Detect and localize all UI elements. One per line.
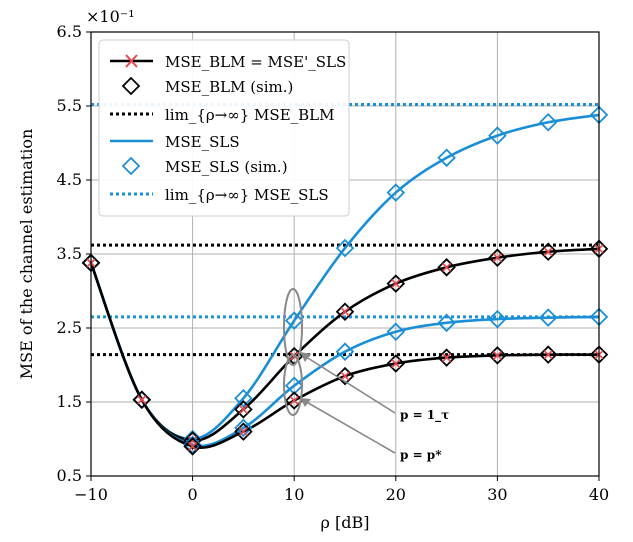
marker-blm-theory: [543, 247, 553, 257]
legend-label-sls-theory: MSE_SLS: [165, 133, 240, 151]
marker-blm-theory: [442, 353, 452, 363]
y-scale-label: ×10⁻¹: [86, 7, 135, 26]
annotation-label-bg-bottom: [398, 444, 464, 464]
marker-sls-sim: [386, 183, 406, 202]
y-axis-label: MSE of the channel estimation: [17, 129, 36, 380]
y-tick-label: 5.5: [57, 96, 82, 115]
marker-sls-sim: [538, 113, 558, 132]
marker-sls-sim: [437, 313, 456, 333]
y-tick-label: 6.5: [57, 22, 82, 41]
marker-blm-theory: [492, 253, 502, 263]
x-tick-label: 10: [284, 485, 304, 504]
marker-sls-sim: [234, 418, 253, 438]
annotation-ellipse-bottom: [283, 354, 303, 416]
legend-entry-sls-sim: MSE_SLS (sim.): [121, 156, 288, 176]
marker-blm-sim: [437, 258, 456, 277]
legend-entry-blm-theory: MSE_BLM = MSE'_SLS: [110, 53, 346, 71]
marker-blm-sim: [183, 431, 202, 450]
marker-blm-sim: [488, 248, 507, 267]
legend-cross-red: [125, 54, 138, 68]
annotation-arrow-bottom: [302, 399, 396, 454]
marker-blm-theory: [543, 350, 553, 360]
legend-diamond-blue: [121, 156, 141, 176]
y-tick-label: 1.5: [57, 392, 82, 411]
marker-blm-sim: [386, 274, 406, 293]
marker-blm-sim: [538, 345, 558, 364]
x-tick-label: 40: [589, 485, 609, 504]
x-tick-label: 30: [487, 485, 507, 504]
y-tick-label: 3.5: [57, 244, 82, 263]
marker-blm-sim: [234, 422, 253, 441]
marker-blm-sim: [538, 242, 558, 262]
y-tick-label: 0.5: [57, 466, 82, 485]
annotation-arrow-top: [302, 354, 396, 414]
marker-sls-sim: [335, 342, 355, 361]
x-tick-label: 0: [188, 485, 198, 504]
legend-label-sls-sim: MSE_SLS (sim.): [165, 158, 288, 176]
marker-blm-sim: [234, 400, 253, 419]
marker-blm-theory: [137, 395, 147, 405]
legend-label-blm-theory: MSE_BLM = MSE'_SLS: [165, 53, 346, 71]
legend-entry-blm-limit: lim_{ρ→∞} MSE_BLM: [110, 106, 334, 124]
annotation-label-bottom: p = p*: [400, 448, 442, 462]
legend-label-blm-limit: lim_{ρ→∞} MSE_BLM: [165, 106, 334, 124]
annotation-label-bg-top: [398, 404, 460, 424]
legend-entry-blm-sim: MSE_BLM (sim.): [121, 76, 293, 96]
x-tick-label: 20: [386, 485, 406, 504]
marker-blm-theory: [340, 307, 350, 317]
marker-blm-sim: [132, 390, 152, 410]
legend-diamond-black: [121, 76, 141, 96]
marker-blm-theory: [442, 262, 452, 272]
marker-blm-sim: [437, 348, 456, 367]
y-axis-ticks: 0.5 1.5 2.5 3.5 4.5 5.5 6.5: [57, 22, 91, 485]
marker-blm-sim: [183, 437, 202, 456]
arrowhead-top: [300, 352, 311, 362]
y-tick-label: 4.5: [57, 170, 82, 189]
x-tick-label: −10: [74, 485, 108, 504]
marker-blm-theory: [188, 441, 198, 451]
marker-sls-sim: [284, 311, 304, 330]
marker-sls-sim: [234, 389, 253, 408]
annotation-label-top: p = 1_τ: [400, 408, 449, 423]
marker-blm-sim: [386, 354, 406, 373]
legend-entry-sls-theory: MSE_SLS: [110, 133, 240, 151]
x-axis-label: ρ [dB]: [321, 513, 370, 532]
marker-blm-theory: [238, 404, 248, 414]
marker-blm-theory: [391, 279, 401, 289]
marker-blm-theory: [391, 358, 401, 369]
marker-blm-theory: [340, 371, 350, 381]
marker-blm-sim: [335, 302, 355, 321]
arrowhead-bottom: [300, 398, 311, 407]
annotation-ellipse-top: [283, 288, 303, 366]
legend-label-sls-limit: lim_{ρ→∞} MSE_SLS: [165, 186, 329, 204]
marker-sls-sim: [488, 309, 507, 329]
marker-blm-sim: [284, 391, 304, 410]
series-markers: [81, 105, 609, 456]
legend-entry-sls-limit: lim_{ρ→∞} MSE_SLS: [110, 186, 329, 204]
marker-blm-theory: [289, 395, 299, 406]
marker-sls-sim: [386, 322, 406, 341]
marker-blm-theory: [492, 350, 502, 360]
y-tick-label: 2.5: [57, 318, 82, 337]
marker-blm-theory: [238, 427, 248, 437]
marker-blm-sim: [335, 366, 355, 386]
marker-sls-sim: [335, 238, 355, 258]
marker-sls-sim: [488, 126, 507, 145]
legend-box: [98, 39, 350, 217]
annotations: p = 1_τ p = p*: [283, 288, 464, 464]
marker-blm-sim: [488, 346, 507, 365]
x-axis-ticks: −10 0 10 20 30 40: [74, 476, 609, 504]
legend: MSE_BLM = MSE'_SLS MSE_BLM (sim.) lim_{ρ…: [98, 39, 350, 217]
marker-sls-sim: [437, 148, 456, 168]
marker-sls-sim: [538, 308, 558, 327]
legend-label-blm-sim: MSE_BLM (sim.): [165, 78, 293, 96]
marker-sls-sim: [183, 435, 202, 455]
